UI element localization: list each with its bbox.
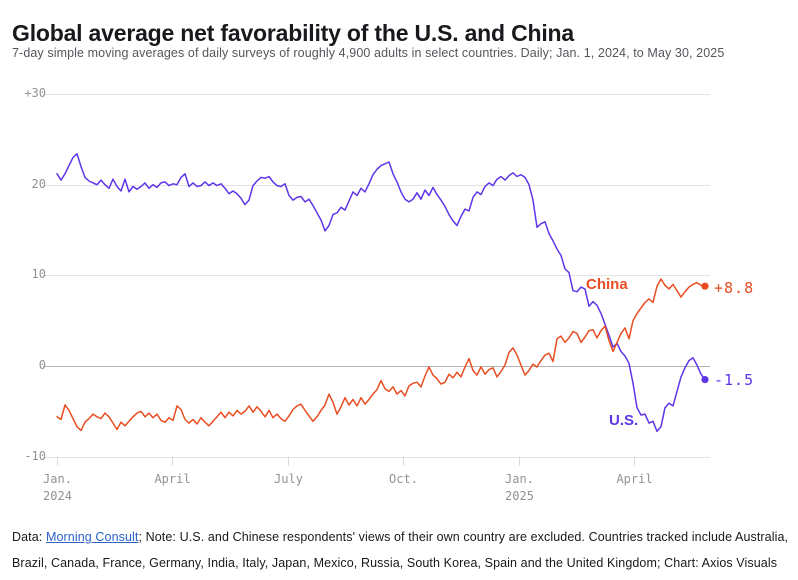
china-series-label: China <box>586 276 628 293</box>
china-line <box>56 278 706 432</box>
us-end-dot <box>701 376 709 384</box>
x-tick-label: Oct. <box>389 472 418 486</box>
source-suffix: ; Note: U.S. and Chinese respondents' vi… <box>12 530 789 570</box>
y-tick-label: 0 <box>38 357 46 372</box>
chart-subtitle: 7-day simple moving averages of daily su… <box>12 46 725 60</box>
x-tick-label: April <box>616 472 653 486</box>
us-end-value: -1.5 <box>714 371 755 389</box>
y-tick-label: +30 <box>24 85 46 100</box>
morning-consult-link[interactable]: Morning Consult <box>45 530 139 544</box>
us-series-label: U.S. <box>609 412 639 429</box>
source-prefix: Data: <box>12 530 46 544</box>
y-tick-label: -10 <box>24 448 46 463</box>
chart-title: Global average net favorability of the U… <box>12 20 574 47</box>
us-line <box>56 153 706 433</box>
x-tick-label: Jan. 2024 <box>43 472 72 503</box>
source-note: Data: Morning Consult; Note: U.S. and Ch… <box>12 524 790 576</box>
china-end-dot <box>701 282 709 290</box>
china-end-value: +8.8 <box>714 279 755 297</box>
x-tick-label: Jan. 2025 <box>505 472 534 503</box>
y-tick-label: 20 <box>31 176 46 191</box>
x-tick-label: July <box>274 472 303 486</box>
y-tick-label: 10 <box>31 266 46 281</box>
x-tick-label: April <box>154 472 191 486</box>
